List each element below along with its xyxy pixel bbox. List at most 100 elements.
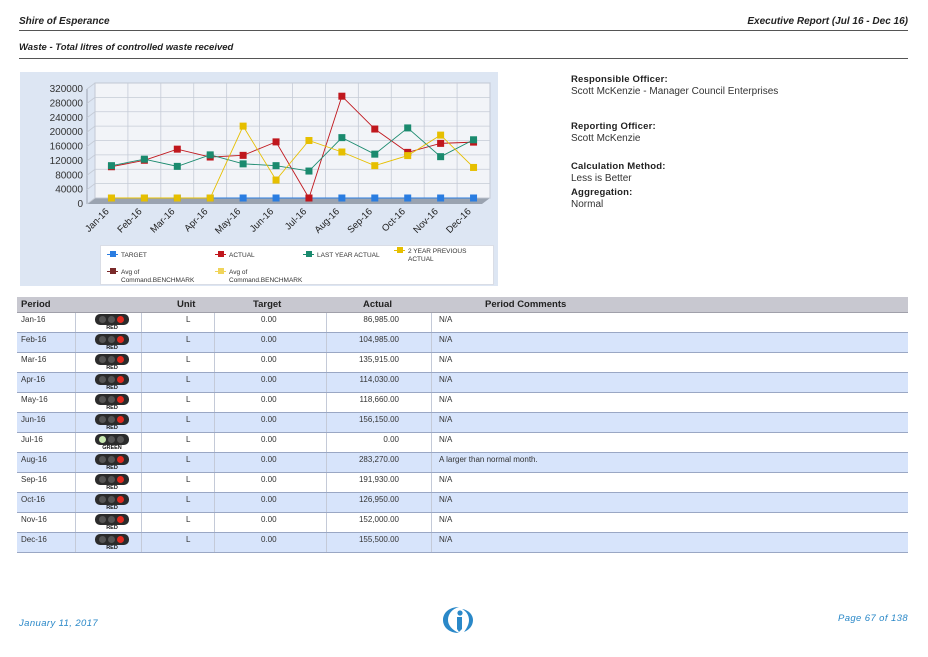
column-divider bbox=[75, 473, 76, 492]
column-divider bbox=[214, 493, 215, 512]
traffic-light-icon bbox=[95, 494, 129, 505]
status-label: GREEN bbox=[102, 445, 122, 451]
column-divider bbox=[326, 433, 327, 452]
series-line bbox=[111, 95, 474, 200]
row-unit: L bbox=[186, 375, 191, 384]
column-divider bbox=[75, 453, 76, 472]
column-divider bbox=[75, 413, 76, 432]
x-tick-label: May-16 bbox=[213, 206, 243, 236]
row-comment: N/A bbox=[439, 335, 453, 344]
y-tick-label: 80000 bbox=[55, 170, 83, 181]
series-point bbox=[470, 136, 478, 144]
responsible-officer-label: Responsible Officer: bbox=[571, 74, 668, 85]
column-divider bbox=[431, 333, 432, 352]
x-tick-label: Feb-16 bbox=[115, 206, 144, 235]
series-point bbox=[470, 194, 478, 202]
legend-label: LAST YEAR ACTUAL bbox=[317, 252, 380, 259]
legend-marker-icon bbox=[110, 251, 116, 257]
legend-label: TARGET bbox=[121, 252, 147, 259]
row-target: 0.00 bbox=[261, 475, 277, 484]
traffic-light-icon bbox=[95, 374, 129, 385]
series-point bbox=[437, 194, 445, 202]
row-actual: 152,000.00 bbox=[358, 515, 399, 524]
x-tick-label: Jan-16 bbox=[83, 206, 111, 234]
column-divider bbox=[214, 433, 215, 452]
column-divider bbox=[214, 453, 215, 472]
series-point bbox=[206, 194, 214, 202]
column-divider bbox=[141, 493, 142, 512]
measure-title: Waste - Total litres of controlled waste… bbox=[19, 42, 234, 53]
row-comment: N/A bbox=[439, 535, 453, 544]
row-actual: 135,915.00 bbox=[358, 355, 399, 364]
series-point bbox=[173, 194, 181, 202]
row-comment: N/A bbox=[439, 495, 453, 504]
y-tick-label: 0 bbox=[77, 199, 83, 210]
row-unit: L bbox=[186, 415, 191, 424]
traffic-light-icon bbox=[95, 514, 129, 525]
y-gridline-side bbox=[86, 111, 96, 119]
series-point bbox=[437, 131, 445, 139]
series-point bbox=[371, 150, 379, 158]
header-target: Target bbox=[253, 299, 282, 310]
calculation-method-value: Less is Better bbox=[571, 173, 632, 184]
legend-marker-icon bbox=[218, 251, 224, 257]
row-period: Jul-16 bbox=[21, 435, 43, 444]
status-label: RED bbox=[106, 405, 118, 411]
series-point bbox=[272, 176, 280, 184]
row-unit: L bbox=[186, 315, 191, 324]
y-tick-label: 240000 bbox=[50, 113, 84, 124]
row-period: Jun-16 bbox=[21, 415, 46, 424]
column-divider bbox=[326, 313, 327, 332]
info-logo-icon bbox=[443, 607, 473, 633]
column-divider bbox=[75, 513, 76, 532]
column-divider bbox=[326, 513, 327, 532]
row-comment: N/A bbox=[439, 515, 453, 524]
table-row: Jan-16 RED L 0.00 86,985.00 N/A bbox=[17, 313, 908, 333]
traffic-light-icon bbox=[95, 394, 129, 405]
row-unit: L bbox=[186, 535, 191, 544]
row-period: Nov-16 bbox=[21, 515, 47, 524]
x-tick-label: Apr-16 bbox=[182, 206, 210, 234]
column-divider bbox=[141, 433, 142, 452]
column-divider bbox=[431, 413, 432, 432]
legend-marker-icon bbox=[110, 268, 116, 274]
column-divider bbox=[214, 533, 215, 552]
series-point bbox=[371, 125, 379, 133]
row-target: 0.00 bbox=[261, 515, 277, 524]
column-divider bbox=[431, 453, 432, 472]
y-gridline-side bbox=[86, 140, 96, 147]
column-divider bbox=[431, 493, 432, 512]
table-row: Aug-16 RED L 0.00 283,270.00 A larger than no… bbox=[17, 453, 908, 473]
series-point bbox=[404, 194, 412, 202]
column-divider bbox=[75, 373, 76, 392]
y-gridline-side bbox=[86, 197, 96, 205]
legend-label: ACTUAL bbox=[229, 252, 255, 259]
table-body: Jan-16 RED L 0.00 86,985.00 N/A Feb-16 RED L 0.00… bbox=[17, 313, 908, 553]
column-divider bbox=[326, 533, 327, 552]
calculation-method-label: Calculation Method: bbox=[571, 161, 666, 172]
series-point bbox=[272, 162, 280, 170]
column-divider bbox=[214, 353, 215, 372]
status-label: RED bbox=[106, 485, 118, 491]
row-actual: 104,985.00 bbox=[358, 335, 399, 344]
reporting-officer-value: Scott McKenzie bbox=[571, 133, 641, 144]
series-point bbox=[338, 92, 346, 100]
row-period: Mar-16 bbox=[21, 355, 47, 364]
series-point bbox=[239, 160, 247, 168]
row-unit: L bbox=[186, 515, 191, 524]
row-target: 0.00 bbox=[261, 455, 277, 464]
y-gridline-side bbox=[86, 82, 96, 90]
row-period: Sep-16 bbox=[21, 475, 47, 484]
status-label: RED bbox=[106, 345, 118, 351]
row-target: 0.00 bbox=[261, 435, 277, 444]
row-unit: L bbox=[186, 335, 191, 344]
column-divider bbox=[214, 513, 215, 532]
column-divider bbox=[326, 493, 327, 512]
header-period: Period bbox=[21, 299, 51, 310]
report-date: January 11, 2017 bbox=[19, 618, 99, 629]
legend-label: 2 YEAR PREVIOUS ACTUAL bbox=[408, 248, 467, 263]
series-point bbox=[338, 134, 346, 142]
status-label: RED bbox=[106, 465, 118, 471]
x-tick-label: Mar-16 bbox=[148, 206, 177, 235]
aggregation-value: Normal bbox=[571, 199, 604, 210]
